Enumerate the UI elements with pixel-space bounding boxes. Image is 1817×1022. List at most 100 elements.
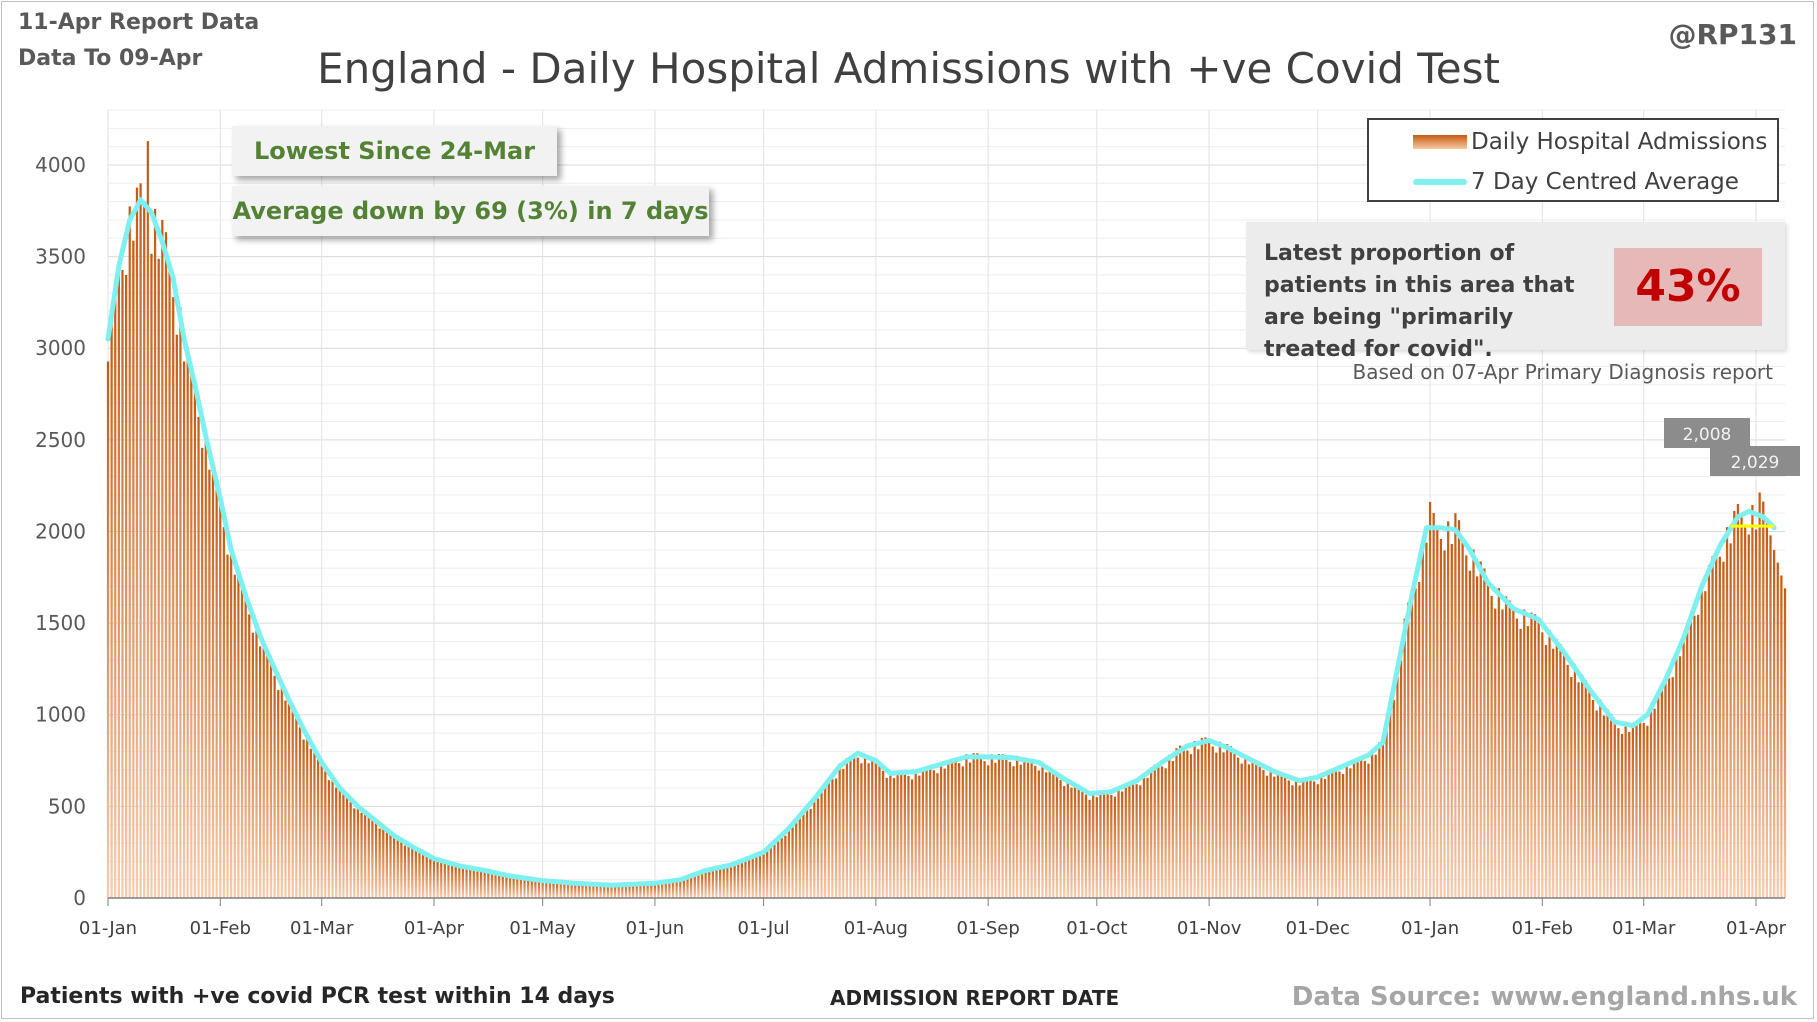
daily-admission-bar xyxy=(929,767,932,898)
daily-admission-bar xyxy=(1016,755,1019,898)
daily-admission-bar xyxy=(1077,785,1080,898)
daily-admission-bar xyxy=(885,777,888,898)
daily-admission-bar xyxy=(1363,760,1366,898)
daily-admission-bar xyxy=(291,705,294,898)
daily-admission-bar xyxy=(1323,778,1327,898)
daily-admission-bar xyxy=(994,762,997,898)
daily-admission-bar xyxy=(1012,766,1015,898)
daily-admission-bar xyxy=(1168,754,1171,898)
daily-admission-bar xyxy=(577,883,580,898)
daily-admission-bar xyxy=(393,835,396,898)
daily-admission-bar xyxy=(1432,513,1435,898)
daily-admission-bar xyxy=(204,436,207,898)
daily-admission-bar xyxy=(1526,626,1529,898)
daily-admission-bar xyxy=(606,885,609,898)
daily-admission-bar xyxy=(259,646,262,898)
daily-admission-bar xyxy=(1573,664,1577,898)
daily-admission-bar xyxy=(1186,750,1189,898)
daily-admission-bar xyxy=(871,757,874,898)
value-label-text: 2,008 xyxy=(1683,425,1732,445)
daily-admission-bar xyxy=(766,850,769,898)
daily-admission-bar xyxy=(324,771,327,898)
chart-title: England - Daily Hospital Admissions with… xyxy=(317,44,1500,93)
daily-admission-bar xyxy=(1005,757,1008,898)
daily-admission-bar xyxy=(523,878,526,898)
daily-admission-bar xyxy=(414,848,417,898)
daily-admission-bar xyxy=(657,883,660,898)
daily-admission-bar xyxy=(519,877,523,898)
primary-treatment-text: Latest proportion of patients in this ar… xyxy=(1264,241,1575,362)
daily-admission-bar xyxy=(1092,791,1095,898)
daily-admission-bar xyxy=(921,767,925,898)
daily-admission-bar xyxy=(1769,535,1772,898)
line-series xyxy=(105,197,1777,888)
daily-admission-bar xyxy=(1150,767,1153,898)
daily-admission-bar xyxy=(1175,748,1178,898)
data-to-label: Data To 09-Apr xyxy=(18,46,203,71)
daily-admission-bar xyxy=(114,293,117,898)
daily-admission-bar xyxy=(965,754,968,898)
daily-admission-bar xyxy=(1751,504,1754,898)
daily-admission-bar xyxy=(675,880,678,898)
daily-admission-bar xyxy=(1244,754,1247,898)
x-tick-label: 01-Feb xyxy=(190,918,251,939)
daily-admission-bar xyxy=(780,837,783,898)
daily-admission-bar xyxy=(1153,764,1156,898)
daily-admission-bar xyxy=(1660,685,1663,898)
daily-admission-bar xyxy=(465,867,468,898)
daily-admission-bar xyxy=(1439,538,1443,898)
primary-treatment-value: 43% xyxy=(1614,248,1762,326)
primary-treatment-box: Latest proportion of patients in this ar… xyxy=(1246,222,1785,362)
daily-admission-bar xyxy=(280,682,283,898)
daily-admission-bar xyxy=(284,700,287,898)
daily-admission-bar xyxy=(1602,715,1606,898)
daily-admission-bar xyxy=(1465,555,1468,898)
daily-admission-bar xyxy=(1773,550,1776,898)
daily-admission-bar xyxy=(1313,781,1316,898)
daily-admission-bar xyxy=(769,844,772,898)
daily-admission-bar xyxy=(1744,524,1747,898)
daily-admission-bar xyxy=(469,867,472,898)
daily-admission-bar xyxy=(139,183,142,899)
daily-admission-bar xyxy=(1689,617,1692,898)
daily-admission-bar xyxy=(1095,797,1098,898)
daily-admission-bar xyxy=(1428,501,1432,898)
daily-admission-bar xyxy=(1240,763,1243,898)
daily-admission-bar xyxy=(389,832,392,898)
daily-admission-bar xyxy=(1628,731,1631,898)
daily-admission-bar xyxy=(903,772,906,898)
daily-admission-bar xyxy=(548,881,552,898)
daily-admission-bar xyxy=(642,883,646,898)
daily-admission-bar xyxy=(1059,780,1062,898)
data-source: Data Source: www.england.nhs.uk xyxy=(1291,982,1797,1012)
daily-admission-bar xyxy=(1544,645,1548,898)
daily-admission-bar xyxy=(610,884,613,898)
daily-admission-bar xyxy=(396,837,399,898)
daily-admission-bar xyxy=(603,885,606,898)
daily-admission-bar xyxy=(1378,742,1381,898)
daily-admission-bar xyxy=(461,867,465,898)
daily-admission-bar xyxy=(512,877,515,898)
daily-admission-bar xyxy=(421,852,425,898)
daily-admission-bar xyxy=(570,883,573,898)
daily-admission-bar xyxy=(1617,728,1620,898)
daily-admission-bar xyxy=(661,881,664,898)
daily-admission-bar xyxy=(240,582,244,898)
footer-definition: Patients with +ve covid PCR test within … xyxy=(20,984,615,1009)
daily-admission-bar xyxy=(1189,754,1193,898)
daily-admission-bar xyxy=(983,761,986,898)
daily-admission-bar xyxy=(407,844,410,898)
daily-admission-bar xyxy=(1128,782,1131,898)
daily-admission-bar xyxy=(1030,761,1033,898)
daily-admission-bar xyxy=(1740,514,1743,898)
daily-admission-bar xyxy=(671,880,675,898)
daily-admission-bar xyxy=(201,447,204,898)
daily-admission-bar xyxy=(592,884,595,898)
daily-admission-bar xyxy=(1262,770,1265,898)
daily-admission-bar xyxy=(1178,745,1182,898)
daily-admission-bar xyxy=(1472,549,1475,898)
daily-admission-bar xyxy=(632,885,635,898)
daily-admission-bar xyxy=(360,812,363,898)
daily-admission-bar xyxy=(1081,789,1084,898)
daily-admission-bar xyxy=(639,884,642,898)
